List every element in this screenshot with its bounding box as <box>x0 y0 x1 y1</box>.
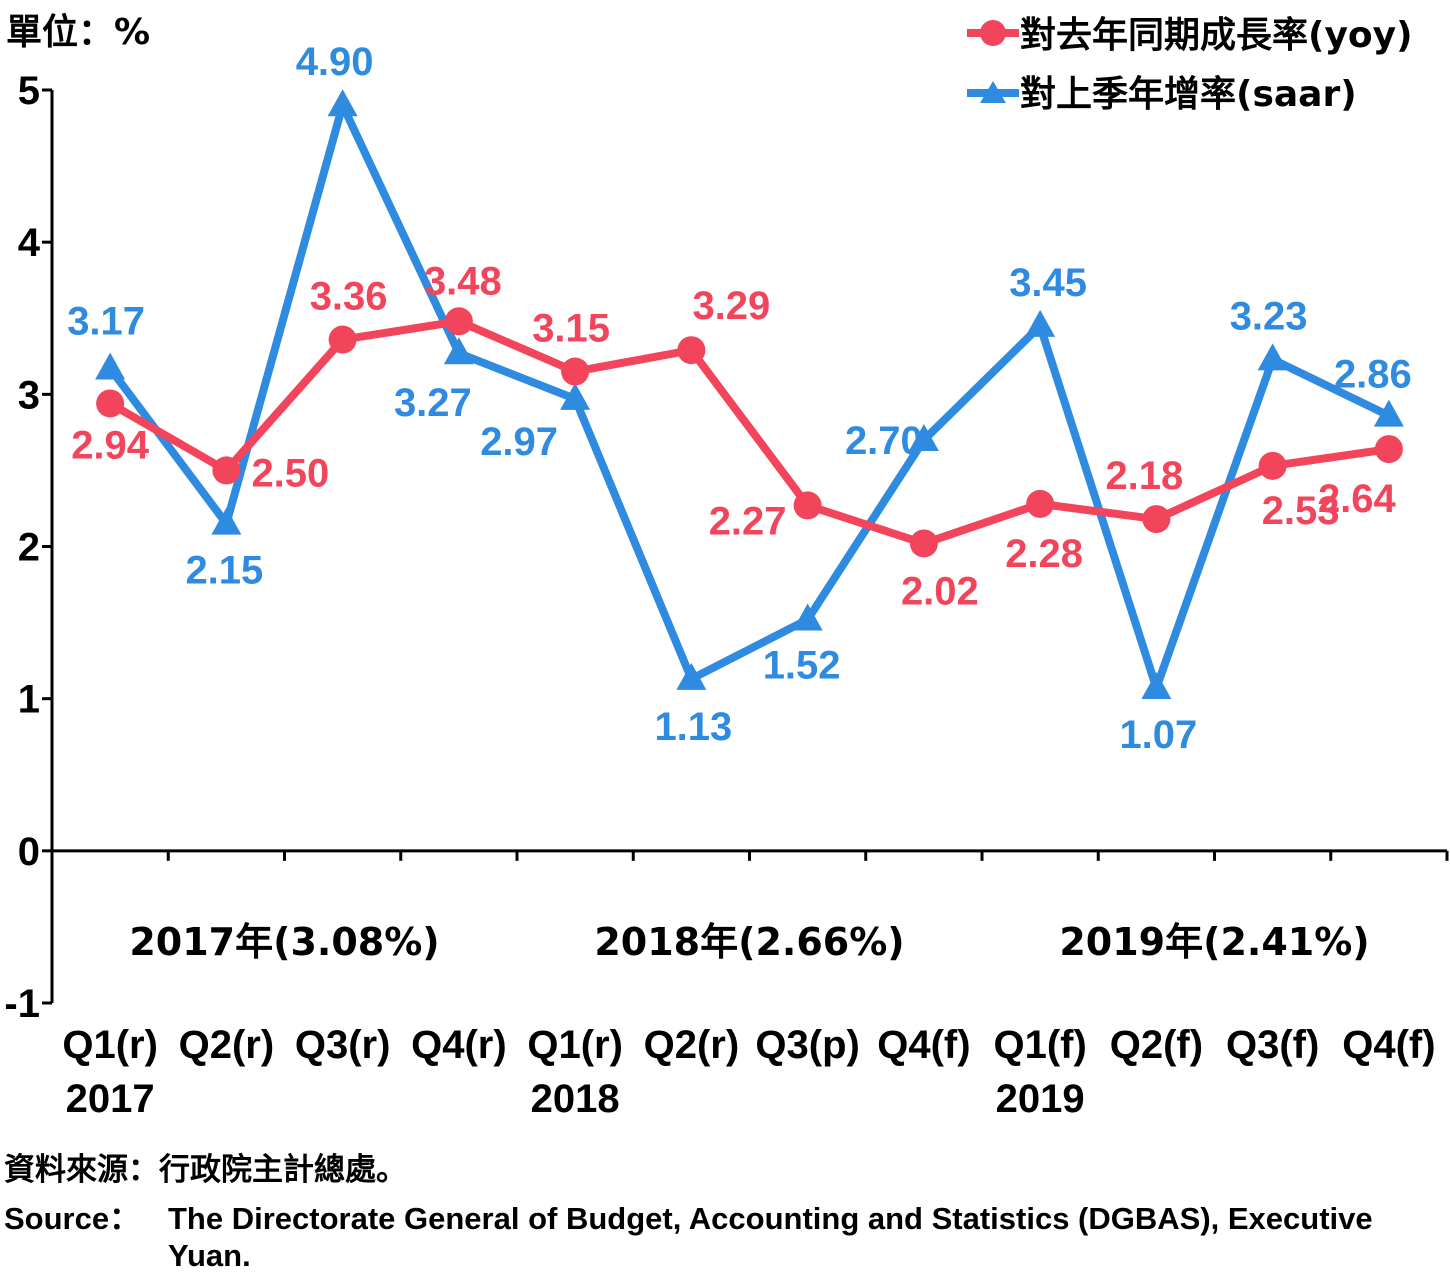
saar-data-label: 1.52 <box>763 644 841 688</box>
yoy-point <box>677 336 706 365</box>
series-line-saar <box>106 101 1393 693</box>
yoy-point <box>561 357 590 386</box>
source-chinese: 資料來源：行政院主計總處。 <box>4 1152 407 1188</box>
yoy-point <box>212 456 241 485</box>
saar-data-label: 3.23 <box>1230 294 1308 338</box>
year-label: 2019 <box>996 1077 1085 1121</box>
saar-data-label: 1.07 <box>1119 713 1197 757</box>
x-tick-label: Q1(f) <box>993 1023 1086 1067</box>
yoy-data-label: 2.94 <box>71 423 150 467</box>
legend-saar-marker <box>980 81 1006 103</box>
saar-data-label: 3.17 <box>67 299 145 343</box>
x-tick-label: Q4(f) <box>877 1023 970 1067</box>
year-label: 2017 <box>66 1077 155 1121</box>
saar-point <box>211 507 242 535</box>
saar-point <box>1025 309 1056 337</box>
yoy-data-label: 2.50 <box>251 451 329 495</box>
y-tick-label: 1 <box>18 678 40 722</box>
yoy-data-label: 2.27 <box>709 499 787 543</box>
y-tick-label: 5 <box>18 69 40 113</box>
saar-point <box>1141 672 1172 700</box>
yoy-data-label: 2.28 <box>1005 532 1083 576</box>
yoy-point <box>793 491 822 520</box>
yoy-point <box>328 325 357 354</box>
annual-growth-label: 2019年(2.41%) <box>1059 920 1369 964</box>
x-tick-label: Q3(r) <box>295 1023 391 1067</box>
x-tick-label: Q2(r) <box>644 1023 740 1067</box>
legend-yoy-label: 對去年同期成長率(yoy) <box>1020 15 1413 56</box>
x-tick-label: Q4(f) <box>1342 1023 1435 1067</box>
saar-data-label: 2.70 <box>845 419 923 463</box>
yoy-point <box>1374 435 1403 464</box>
saar-point <box>95 352 126 380</box>
series-line-yoy <box>106 317 1393 548</box>
yoy-point <box>1026 489 1055 518</box>
saar-data-label: 2.15 <box>185 549 263 593</box>
legend-saar-label: 對上季年增率(saar) <box>1020 74 1357 115</box>
yoy-data-label: 2.02 <box>901 569 979 613</box>
line-chart: 單位：% 對去年同期成長率(yoy) 對上季年增率(saar) 5 4 3 2 1 0 -1… <box>4 12 1449 1121</box>
saar-point <box>327 89 358 117</box>
saar-point <box>792 603 823 631</box>
y-tick-label: 2 <box>18 526 40 570</box>
yoy-data-label: 2.53 <box>1262 489 1340 533</box>
yoy-data-label: 3.29 <box>692 284 770 328</box>
series-markers <box>95 89 1404 700</box>
series-lines <box>106 101 1393 693</box>
axes <box>42 88 1449 1005</box>
x-tick-label: Q3(p) <box>755 1023 859 1067</box>
saar-data-label: 3.45 <box>1009 261 1087 305</box>
x-tick-label: Q4(r) <box>411 1023 507 1067</box>
y-tick-label: 3 <box>18 373 40 417</box>
yoy-point <box>96 389 125 418</box>
yoy-data-label: 3.15 <box>532 307 610 351</box>
y-tick-label: 0 <box>18 830 40 874</box>
saar-point <box>560 382 591 410</box>
yoy-point <box>444 307 473 336</box>
saar-point <box>1373 399 1404 427</box>
source-english-lead: Source： <box>4 1201 141 1236</box>
year-label: 2018 <box>531 1077 620 1121</box>
yoy-data-label: 3.48 <box>424 259 502 303</box>
annual-growth-label: 2018年(2.66%) <box>594 920 904 964</box>
x-tick-label: Q1(r) <box>62 1023 158 1067</box>
source-english: Source： The Directorate General of Budge… <box>4 1200 1449 1274</box>
year-labels: 2017 2018 2019 <box>66 1077 1085 1121</box>
y-tick-label: -1 <box>4 982 40 1026</box>
x-tick-label: Q2(f) <box>1110 1023 1203 1067</box>
saar-data-label: 4.90 <box>296 40 374 84</box>
saar-point <box>443 337 474 365</box>
yoy-point <box>1142 505 1171 534</box>
annual-growth-labels: 2017年(3.08%) 2018年(2.66%) 2019年(2.41%) <box>129 920 1369 964</box>
legend-yoy-marker <box>980 20 1006 46</box>
x-tick-labels: Q1(r) Q2(r) Q3(r) Q4(r) Q1(r) Q2(r) Q3(p) Q4(f)… <box>62 1023 1435 1067</box>
saar-data-label: 3.27 <box>394 381 472 425</box>
yoy-point <box>1258 451 1287 480</box>
saar-data-label: 1.13 <box>654 705 732 749</box>
x-tick-label: Q2(r) <box>179 1023 275 1067</box>
y-tick-labels: 5 4 3 2 1 0 -1 <box>4 69 40 1026</box>
saar-point <box>1257 343 1288 371</box>
yoy-data-label: 2.18 <box>1105 454 1183 498</box>
x-tick-label: Q3(f) <box>1226 1023 1319 1067</box>
yoy-point <box>909 529 938 558</box>
source-english-text: The Directorate General of Budget, Accou… <box>168 1201 1373 1274</box>
y-tick-label: 4 <box>18 221 41 265</box>
saar-data-label: 2.97 <box>480 420 558 464</box>
data-labels: 3.17 2.15 4.90 3.272.97 1.13 1.52 2.70 3.45 1.07… <box>67 40 1412 757</box>
saar-point <box>676 662 707 690</box>
saar-point <box>908 423 939 451</box>
yoy-data-label: 2.64 <box>1318 477 1397 521</box>
yoy-data-label: 3.36 <box>310 275 388 319</box>
annual-growth-label: 2017年(3.08%) <box>129 920 439 964</box>
saar-data-label: 2.86 <box>1334 353 1412 397</box>
unit-label: 單位：% <box>6 12 150 53</box>
x-tick-label: Q1(r) <box>527 1023 623 1067</box>
legend: 對去年同期成長率(yoy) 對上季年增率(saar) <box>967 15 1413 115</box>
